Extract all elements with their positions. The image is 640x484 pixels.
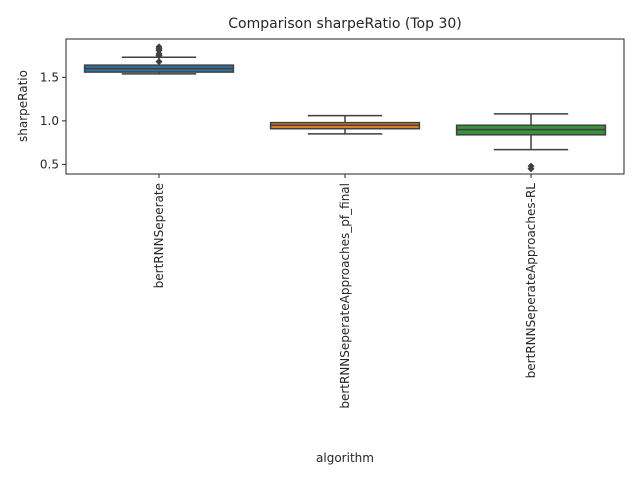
y-tick-label: 0.5 [40,157,59,171]
outlier-point [155,58,163,66]
plot-frame [65,38,625,175]
y-tick-label: 1.5 [40,70,59,84]
x-tick-label: bertRNNSeperateApproaches-RL [524,183,538,379]
x-axis-label: algorithm [316,451,374,465]
y-axis-label: sharpeRatio [16,70,30,142]
plot-area: 0.5 1.0 1.5 bertRNNSeperate bertRNNSeperateA… [40,38,625,409]
x-tick-label: bertRNNSeperate [152,183,166,288]
y-tick-label: 1.0 [40,114,59,128]
outlier-point [155,43,163,51]
outlier-point [527,162,535,170]
x-tick-label: bertRNNSeperateApproaches_pf_final [338,183,352,409]
chart-title: Comparison sharpeRatio (Top 30) [228,16,461,32]
